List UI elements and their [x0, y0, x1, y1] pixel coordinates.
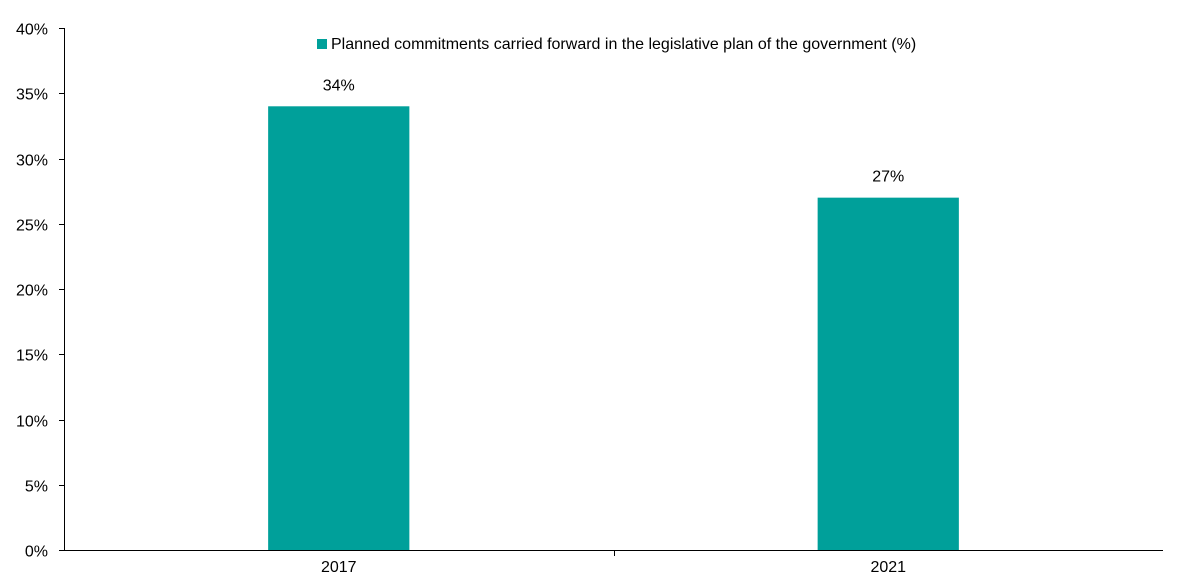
y-tick-label: 25% [16, 218, 48, 235]
y-axis: 0% 5% 10% 15% 20% 25% 30% 35% 40% [16, 22, 65, 561]
legend: Planned commitments carried forward in t… [317, 36, 916, 53]
data-label-2021: 27% [872, 169, 904, 186]
x-axis: 2017 2021 [64, 550, 1163, 576]
x-tick-label: 2017 [321, 559, 357, 576]
y-tick-label: 5% [25, 479, 48, 496]
y-tick-label: 20% [16, 283, 48, 300]
legend-swatch [317, 39, 327, 49]
bars [268, 106, 959, 551]
y-tick-label: 40% [16, 22, 48, 39]
data-labels: 34% 27% [323, 77, 905, 185]
y-tick-label: 0% [25, 544, 48, 561]
y-tick-label: 30% [16, 153, 48, 170]
y-tick-label: 10% [16, 414, 48, 431]
y-tick-label: 15% [16, 348, 48, 365]
data-label-2017: 34% [323, 77, 355, 94]
x-tick-label: 2021 [870, 559, 906, 576]
y-tick-label: 35% [16, 87, 48, 104]
bar-2017 [268, 106, 410, 551]
bar-2021 [817, 197, 959, 550]
legend-label: Planned commitments carried forward in t… [331, 36, 916, 53]
